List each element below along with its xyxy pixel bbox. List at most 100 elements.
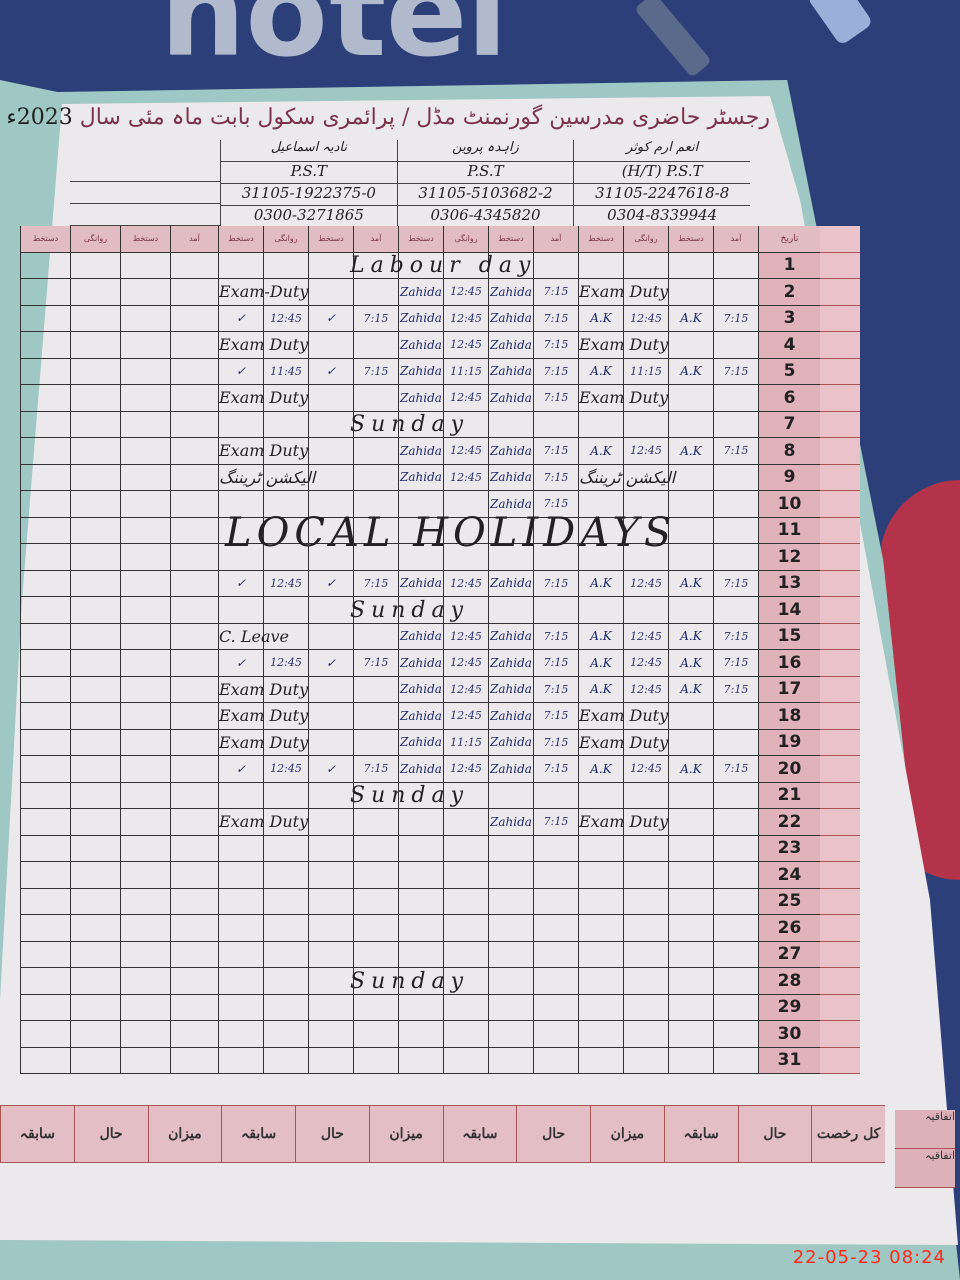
blank-cell [70,1021,120,1048]
day-number: 4 [758,332,820,359]
day-number: 19 [758,729,820,756]
column-header: دستخط [398,226,443,253]
attendance-cell [398,888,443,915]
attendance-cell [398,544,443,571]
blank-cell [20,438,70,465]
attendance-cell [308,915,353,942]
attendance-cell [713,1021,758,1048]
attendance-cell [443,1047,488,1074]
table-row: 21 Sunday [20,782,880,809]
table-row: Zahida 7:15 10 [20,491,880,518]
teacher-name: زاہدہ پروین [396,140,574,161]
blank-cell [170,835,218,862]
attendance-cell [218,491,263,518]
attendance-cell [398,491,443,518]
attendance-cell [578,994,623,1021]
day-note: LOCAL HOLIDAYS [225,509,677,556]
day-number: 28 [758,968,820,995]
attendance-cell: 12:45 [443,438,488,465]
attendance-cell [263,703,308,730]
attendance-cell: 7:15 [713,358,758,385]
attendance-cell: Zahida [398,332,443,359]
table-row: ✓ 12:45 ✓ 7:15 Zahida 12:45 Zahida 7:15 A.K 12:45… [20,305,880,332]
attendance-cell [713,994,758,1021]
day-number: 29 [758,994,820,1021]
attendance-cell [713,835,758,862]
attendance-cell: 12:45 [263,756,308,783]
attendance-cell [353,1047,398,1074]
teacher-info-table: نادیہ اسماعیل زاہدہ پروین انعم ارم کوثر … [220,140,750,228]
attendance-cell [533,1021,578,1048]
attendance-cell [623,279,668,306]
attendance-cell: 12:45 [443,464,488,491]
column-header: روانگی [623,226,668,253]
blank-cell [20,888,70,915]
attendance-grid: دستخط روانگی دستخط آمد دستخط روانگی دستخط آمد دس… [20,226,880,1074]
blank-cell [20,517,70,544]
attendance-cell [623,1047,668,1074]
attendance-cell [623,252,668,279]
attendance-cell: ✓ [308,358,353,385]
attendance-cell: 7:15 [533,464,578,491]
blank-cell [170,650,218,677]
blank-cell [170,994,218,1021]
attendance-cell [668,544,713,571]
table-row: 11 LOCAL HOLIDAYS [20,509,880,556]
teacher-names-row: نادیہ اسماعیل زاہدہ پروین انعم ارم کوثر [220,140,750,162]
attendance-cell: Exam Duty [578,703,668,730]
blank-cell [120,279,170,306]
attendance-cell [398,809,443,836]
attendance-cell [353,411,398,438]
table-row: 23 [20,835,880,862]
attendance-cell: 7:15 [533,703,578,730]
attendance-cell [713,729,758,756]
attendance-cell [488,968,533,995]
attendance-cell [623,703,668,730]
blank-cell [70,888,120,915]
attendance-cell [713,597,758,624]
attendance-cell [578,835,623,862]
attendance-cell: Zahida [398,279,443,306]
blank-cell [70,862,120,889]
attendance-cell: Zahida [398,676,443,703]
attendance-cell [353,385,398,412]
attendance-cell [308,729,353,756]
summary-label: میزان [368,1106,443,1162]
attendance-cell [308,252,353,279]
table-row: ✓ 12:45 ✓ 7:15 Zahida 12:45 Zahida 7:15 A.K 12:45… [20,756,880,783]
attendance-cell: 7:15 [353,650,398,677]
teacher-cnic-row: 31105-1922375-0 31105-5103682-2 31105-22… [220,184,750,206]
attendance-cell: Zahida [488,385,533,412]
attendance-cell: Exam Duty [218,385,308,412]
attendance-cell [398,994,443,1021]
blank-cell [120,1021,170,1048]
attendance-cell: ✓ [218,305,263,332]
attendance-cell [668,729,713,756]
attendance-cell: 12:45 [623,756,668,783]
attendance-cell [263,888,308,915]
attendance-cell: A.K [578,650,623,677]
attendance-cell: ✓ [308,570,353,597]
page-margin [820,332,860,359]
attendance-cell: A.K [668,305,713,332]
attendance-cell: Exam Duty [578,332,668,359]
column-header: روانگی [443,226,488,253]
attendance-cell: 12:45 [623,570,668,597]
attendance-cell [353,517,398,544]
blank-cell [20,835,70,862]
attendance-cell [488,1021,533,1048]
attendance-cell [443,888,488,915]
page-margin [820,570,860,597]
attendance-cell: A.K [668,570,713,597]
page-margin [820,756,860,783]
attendance-cell [353,968,398,995]
blank-cell [20,809,70,836]
attendance-cell [443,968,488,995]
attendance-cell: 12:45 [263,305,308,332]
attendance-cell [533,888,578,915]
blank-cell [120,411,170,438]
blank-cell [70,305,120,332]
attendance-cell [263,809,308,836]
attendance-cell [578,544,623,571]
attendance-cell [263,782,308,809]
